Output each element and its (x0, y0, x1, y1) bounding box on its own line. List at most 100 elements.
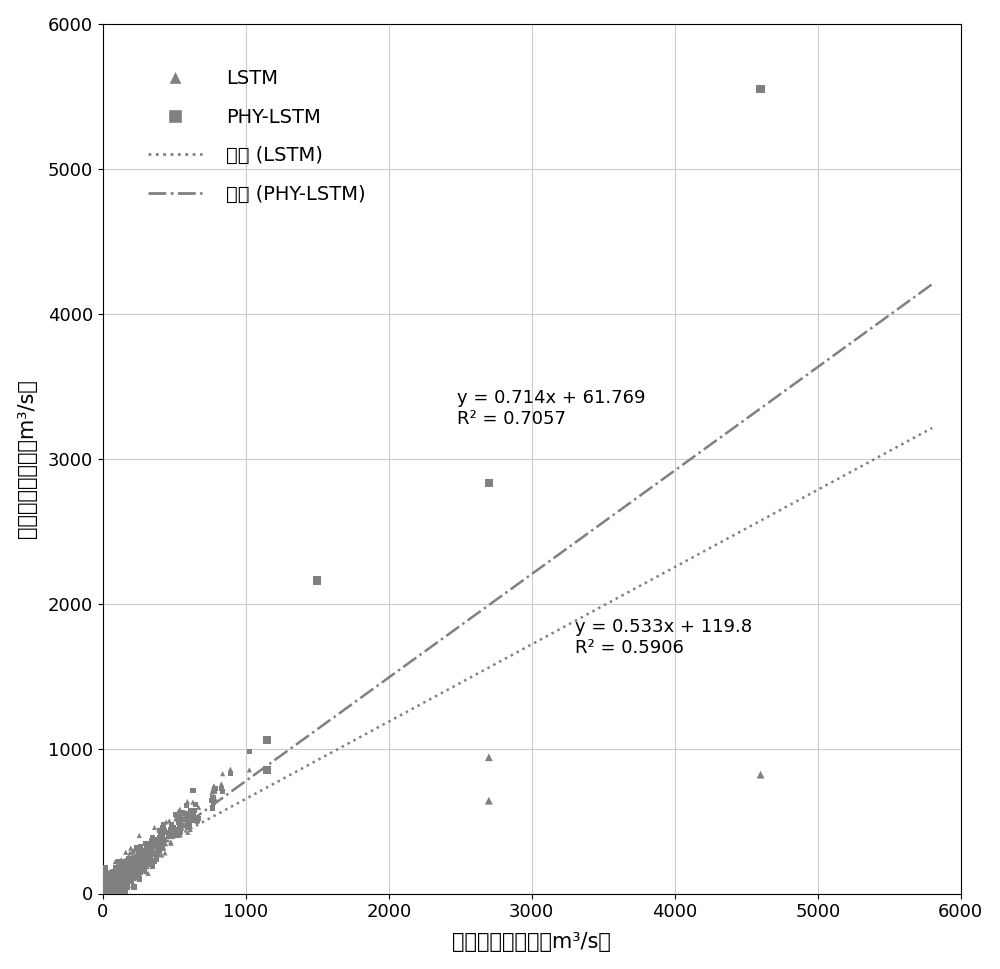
Point (110, 871, 126, 887)
Point (98, 884, 114, 899)
Point (138, 843, 154, 859)
Point (97, 876, 113, 891)
Point (104, 884, 120, 899)
Point (98, 884, 114, 899)
Point (103, 884, 119, 899)
Point (107, 884, 123, 899)
Point (97, 884, 113, 899)
Point (222, 766, 238, 781)
Point (106, 876, 122, 891)
Point (130, 847, 146, 862)
Point (116, 872, 132, 888)
Point (109, 866, 125, 882)
Point (146, 853, 162, 868)
Point (105, 868, 121, 884)
Point (104, 866, 120, 882)
Point (126, 862, 142, 878)
Point (118, 867, 134, 883)
Point (107, 874, 123, 890)
Point (99, 880, 115, 895)
Point (97, 884, 113, 899)
Point (126, 859, 142, 874)
Point (98, 882, 114, 897)
Point (97, 884, 113, 899)
Point (112, 871, 128, 887)
Point (115, 874, 131, 890)
Point (110, 878, 126, 893)
Point (100, 884, 116, 899)
Point (97, 877, 113, 892)
Point (102, 874, 118, 890)
Point (101, 883, 117, 898)
Point (113, 869, 129, 885)
Point (97, 871, 113, 887)
Point (158, 814, 174, 829)
Point (114, 860, 130, 876)
Point (96, 884, 112, 899)
Point (107, 870, 123, 886)
Point (172, 814, 188, 829)
Point (148, 839, 164, 855)
Point (118, 854, 134, 869)
Point (113, 871, 129, 887)
Point (113, 872, 129, 888)
Point (109, 865, 125, 881)
Point (99, 882, 115, 897)
Point (133, 849, 149, 864)
Point (104, 874, 120, 890)
Point (134, 849, 150, 864)
Point (113, 863, 129, 879)
Point (147, 833, 163, 849)
Point (125, 857, 141, 872)
Point (111, 856, 127, 871)
Point (179, 806, 195, 822)
Point (115, 878, 131, 893)
Point (125, 870, 141, 886)
Point (122, 871, 138, 887)
Point (97, 884, 113, 899)
Point (102, 884, 118, 899)
Point (101, 880, 117, 895)
Point (113, 852, 129, 867)
Point (120, 867, 136, 883)
Point (146, 832, 162, 848)
Point (113, 864, 129, 880)
Point (104, 882, 120, 897)
Point (102, 884, 118, 899)
Point (102, 879, 118, 894)
Point (174, 805, 190, 821)
Point (155, 823, 171, 838)
Point (139, 847, 155, 862)
Point (156, 832, 172, 848)
Point (170, 815, 186, 830)
Point (108, 860, 124, 875)
Point (107, 884, 123, 899)
Point (132, 847, 148, 862)
Point (132, 843, 148, 859)
Point (99, 884, 115, 899)
Point (101, 878, 117, 893)
Point (100, 881, 116, 896)
Point (117, 856, 133, 871)
Point (114, 864, 130, 880)
Point (105, 867, 121, 883)
Point (188, 812, 204, 828)
Point (104, 882, 120, 897)
Point (118, 857, 134, 872)
Point (154, 820, 170, 835)
Point (206, 780, 222, 796)
Point (98, 884, 114, 899)
Point (118, 868, 134, 884)
Point (125, 851, 141, 866)
Point (185, 806, 201, 822)
Point (111, 862, 127, 878)
Point (100, 880, 116, 895)
Point (152, 829, 168, 845)
Point (114, 865, 130, 881)
Point (124, 849, 140, 864)
Point (101, 869, 117, 885)
Point (179, 794, 195, 809)
Point (145, 844, 161, 860)
Point (122, 866, 138, 882)
Point (178, 806, 194, 822)
